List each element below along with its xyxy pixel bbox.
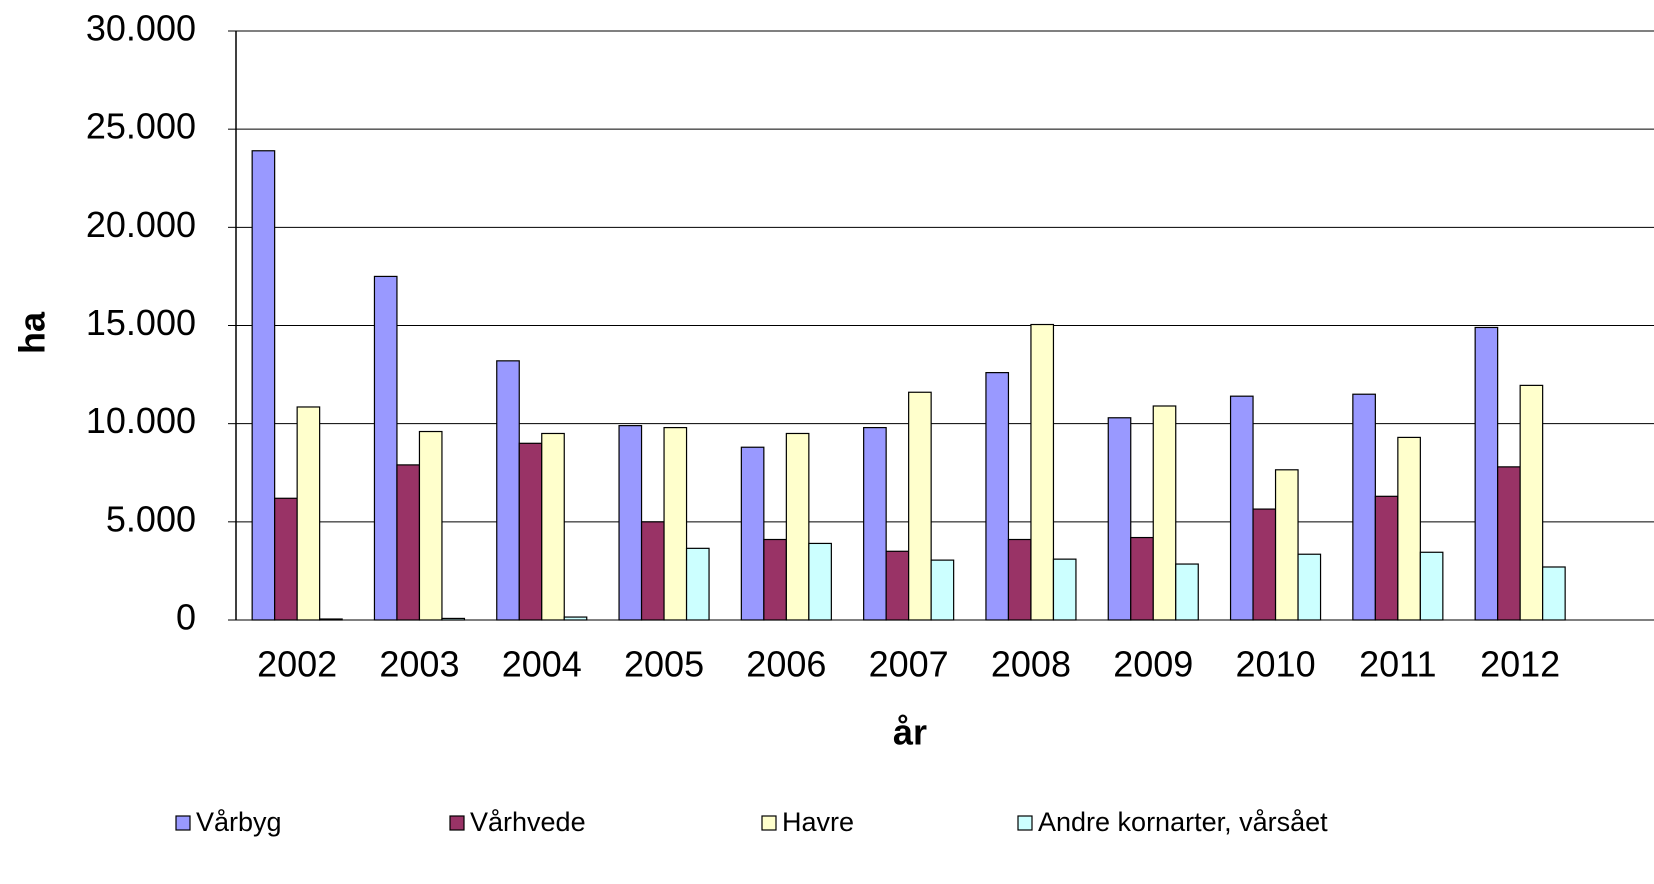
legend-label: Vårhvede xyxy=(470,807,586,837)
bar xyxy=(1397,436,1421,621)
bar xyxy=(1007,538,1032,621)
bar xyxy=(763,538,787,621)
bar xyxy=(1519,384,1544,621)
bar xyxy=(1419,551,1444,621)
bar xyxy=(885,550,910,621)
bar xyxy=(618,425,643,621)
bar xyxy=(785,432,810,621)
y-tick-label: 20.000 xyxy=(86,204,196,245)
bar xyxy=(518,442,543,621)
legend-swatch xyxy=(175,815,191,831)
y-axis-title: ha xyxy=(12,311,53,354)
bar xyxy=(1130,536,1154,621)
legend-label: Vårbyg xyxy=(196,807,282,837)
bar xyxy=(740,446,765,621)
bar xyxy=(418,430,443,621)
x-tick-label: 2008 xyxy=(991,644,1071,685)
bar xyxy=(496,360,520,621)
bar xyxy=(396,464,421,621)
y-tick-label: 15.000 xyxy=(86,302,196,343)
bar xyxy=(1229,395,1254,621)
bar xyxy=(930,559,955,621)
x-tick-label: 2007 xyxy=(869,644,949,685)
bar xyxy=(908,391,932,621)
x-tick-label: 2009 xyxy=(1113,644,1193,685)
legend-swatch xyxy=(1017,815,1033,831)
bar xyxy=(563,616,588,621)
x-tick-label: 2010 xyxy=(1236,644,1316,685)
x-tick-label: 2003 xyxy=(379,644,459,685)
bar xyxy=(808,542,832,621)
bar xyxy=(685,547,710,621)
x-tick-label: 2011 xyxy=(1359,644,1436,685)
bar xyxy=(863,426,887,621)
x-axis-title: år xyxy=(893,712,927,753)
bar xyxy=(1252,508,1277,621)
bar xyxy=(251,150,276,621)
legend-swatch xyxy=(761,815,777,831)
legend-label: Andre kornarter, vårsået xyxy=(1038,807,1328,837)
legend-swatch xyxy=(449,815,465,831)
bar xyxy=(1274,469,1299,621)
bar xyxy=(640,521,665,621)
y-tick-label: 10.000 xyxy=(86,400,196,441)
bar xyxy=(663,426,688,621)
y-tick-label: 0 xyxy=(176,597,196,638)
x-tick-label: 2012 xyxy=(1480,644,1560,685)
bar xyxy=(1352,393,1376,621)
bar xyxy=(1297,553,1322,621)
bar xyxy=(1374,495,1399,621)
x-tick-label: 2006 xyxy=(746,644,826,685)
bar xyxy=(1030,323,1055,621)
bar xyxy=(1152,405,1177,621)
bar xyxy=(296,406,321,621)
bar xyxy=(319,618,343,621)
bar xyxy=(1107,417,1132,621)
y-tick-label: 30.000 xyxy=(86,8,196,49)
bar xyxy=(1542,566,1566,621)
bar xyxy=(985,372,1010,621)
x-tick-label: 2004 xyxy=(502,644,582,685)
bar xyxy=(1474,326,1499,621)
y-tick-label: 5.000 xyxy=(106,498,196,539)
bar xyxy=(1175,563,1199,621)
bar xyxy=(1052,558,1077,621)
legend-label: Havre xyxy=(782,807,854,837)
bar xyxy=(1497,466,1521,621)
x-tick-label: 2005 xyxy=(624,644,704,685)
bar xyxy=(441,617,466,621)
x-tick-label: 2002 xyxy=(257,644,337,685)
bar xyxy=(274,497,298,621)
bar xyxy=(541,432,565,621)
bar xyxy=(373,275,398,621)
y-tick-label: 25.000 xyxy=(86,106,196,147)
